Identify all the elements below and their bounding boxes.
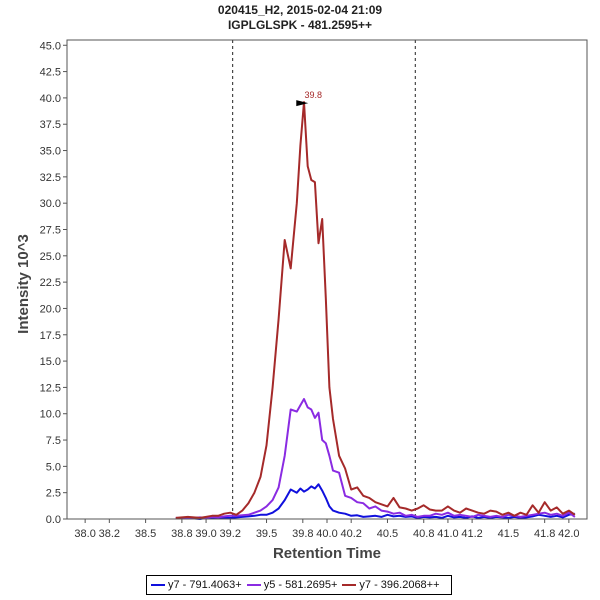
y-tick-label: 20.0 (40, 303, 61, 315)
legend: y7 - 791.4063+ y5 - 581.2695+ y7 - 396.2… (146, 575, 452, 595)
x-tick-label: 39.8 (292, 528, 313, 540)
y-tick-label: 15.0 (40, 356, 61, 368)
chart-subtitle: IGPLGLSPK - 481.2595++ (228, 18, 372, 32)
y-axis-ticks: 0.0 2.5 5.0 7.5 10.0 12.5 15.0 17.5 20.0 22.5 25.0… (40, 40, 67, 526)
legend-swatch-purple (246, 584, 261, 586)
legend-swatch-red (342, 584, 357, 586)
x-tick-label: 42.0 (558, 528, 579, 540)
x-tick-label: 40.8 (413, 528, 434, 540)
chart-title: 020415_H2, 2015-02-04 21:09 (218, 3, 382, 17)
y-tick-label: 0.0 (46, 514, 61, 526)
legend-item-y5-581: y5 - 581.2695+ (246, 579, 338, 591)
y-tick-label: 25.0 (40, 251, 61, 263)
x-tick-label: 38.8 (171, 528, 192, 540)
series-layer (175, 101, 576, 520)
x-tick-label: 39.0 (195, 528, 216, 540)
y-tick-label: 27.5 (40, 224, 61, 236)
series-line-0 (175, 483, 576, 520)
y-tick-label: 30.0 (40, 198, 61, 210)
y-tick-label: 37.5 (40, 119, 61, 131)
x-tick-label: 41.2 (461, 528, 482, 540)
boundary-lines (232, 40, 416, 519)
x-tick-label: 41.5 (498, 528, 519, 540)
x-tick-label: 40.2 (340, 528, 361, 540)
x-tick-label: 39.2 (220, 528, 241, 540)
y-tick-label: 42.5 (40, 67, 61, 79)
legend-label: y5 - 581.2695+ (263, 579, 338, 591)
x-tick-label: 38.0 (74, 528, 95, 540)
peak-marker-arrow (296, 100, 309, 107)
series-line-2 (175, 101, 576, 519)
legend-item-y7-791: y7 - 791.4063+ (151, 579, 242, 591)
x-tick-label: 38.2 (99, 528, 120, 540)
peak-annotation: 39.8 (296, 90, 323, 107)
series-line-1 (175, 398, 576, 520)
x-axis-ticks: 38.0 38.2 38.5 38.8 39.0 39.2 39.5 39.8 40.0 40.2… (74, 519, 580, 540)
y-tick-label: 2.5 (46, 488, 61, 500)
x-tick-label: 39.5 (256, 528, 277, 540)
x-tick-label: 40.0 (316, 528, 337, 540)
y-tick-label: 10.0 (40, 409, 61, 421)
x-tick-label: 38.5 (135, 528, 156, 540)
legend-label: y7 - 396.2068++ (359, 579, 440, 591)
y-axis-label: Intensity 10^3 (15, 234, 32, 334)
y-tick-label: 7.5 (46, 435, 61, 447)
y-tick-label: 40.0 (40, 93, 61, 105)
peak-label: 39.8 (305, 90, 323, 100)
y-tick-label: 45.0 (40, 40, 61, 52)
y-tick-label: 17.5 (40, 330, 61, 342)
y-tick-label: 12.5 (40, 382, 61, 394)
y-tick-label: 32.5 (40, 172, 61, 184)
y-tick-label: 5.0 (46, 461, 61, 473)
y-tick-label: 22.5 (40, 277, 61, 289)
legend-item-y7-396: y7 - 396.2068++ (342, 579, 440, 591)
x-axis-label: Retention Time (273, 545, 381, 562)
y-tick-label: 35.0 (40, 146, 61, 158)
x-tick-label: 41.0 (437, 528, 458, 540)
legend-swatch-blue (151, 584, 165, 586)
x-tick-label: 41.8 (534, 528, 555, 540)
legend-label: y7 - 791.4063+ (168, 579, 242, 591)
x-tick-label: 40.5 (377, 528, 398, 540)
